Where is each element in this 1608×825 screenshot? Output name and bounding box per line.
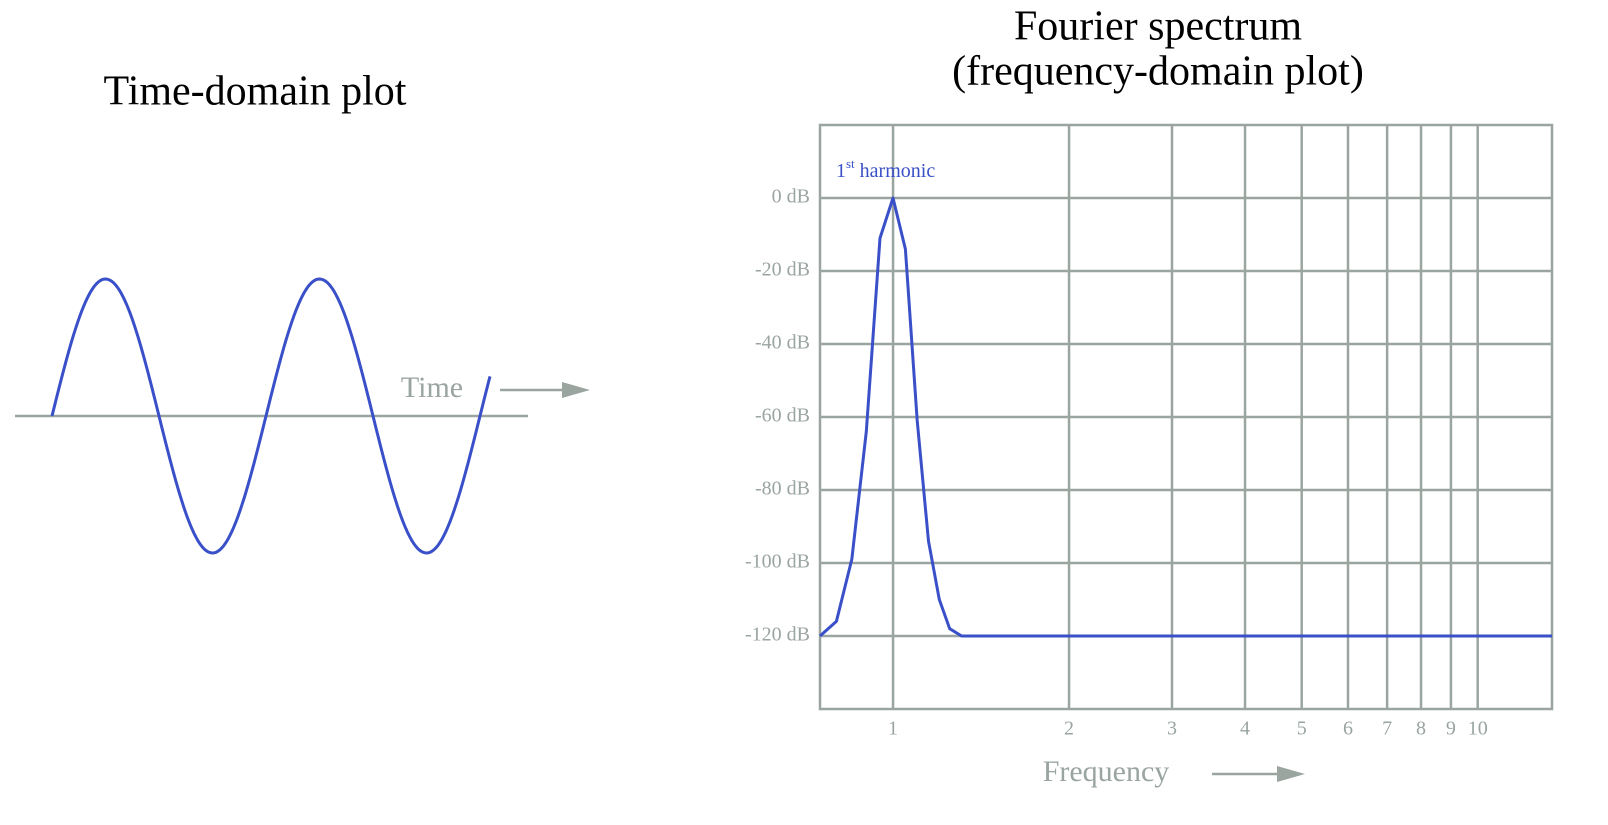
time-label: Time bbox=[401, 371, 463, 404]
y-tick-label: -40 dB bbox=[755, 332, 810, 354]
x-tick-label: 6 bbox=[1343, 718, 1353, 740]
annotation: 1st harmonic bbox=[836, 156, 935, 182]
x-axis-label: Frequency bbox=[1043, 755, 1170, 788]
sine-wave bbox=[50, 277, 492, 555]
y-tick-label: -120 dB bbox=[745, 624, 810, 646]
x-tick-label: 3 bbox=[1167, 718, 1177, 740]
x-tick-label: 9 bbox=[1446, 718, 1456, 740]
annotation-text: harmonic bbox=[860, 160, 936, 182]
x-tick-label: 4 bbox=[1240, 718, 1250, 740]
y-tick-label: -60 dB bbox=[755, 405, 810, 427]
x-tick-label: 2 bbox=[1064, 718, 1074, 740]
x-tick-label: 5 bbox=[1297, 718, 1307, 740]
x-tick-label: 7 bbox=[1382, 718, 1392, 740]
time-title: Time-domain plot bbox=[104, 69, 407, 115]
spectrum-title: Fourier spectrum bbox=[1014, 4, 1302, 50]
x-tick-label: 8 bbox=[1416, 718, 1426, 740]
x-tick-label: 1 bbox=[888, 718, 898, 740]
arrow-head bbox=[562, 382, 590, 398]
y-tick-label: -80 dB bbox=[755, 478, 810, 500]
annotation-number: 1 bbox=[836, 160, 846, 182]
y-tick-label: -100 dB bbox=[745, 551, 810, 573]
arrow-head bbox=[1277, 766, 1305, 782]
y-tick-label: -20 dB bbox=[755, 259, 810, 281]
x-tick-label: 10 bbox=[1468, 718, 1488, 740]
y-tick-label: 0 dB bbox=[772, 186, 810, 208]
annotation-sup: st bbox=[846, 156, 855, 171]
spectrum-subtitle: (frequency-domain plot) bbox=[952, 49, 1364, 95]
spectrum-line bbox=[819, 196, 1552, 638]
